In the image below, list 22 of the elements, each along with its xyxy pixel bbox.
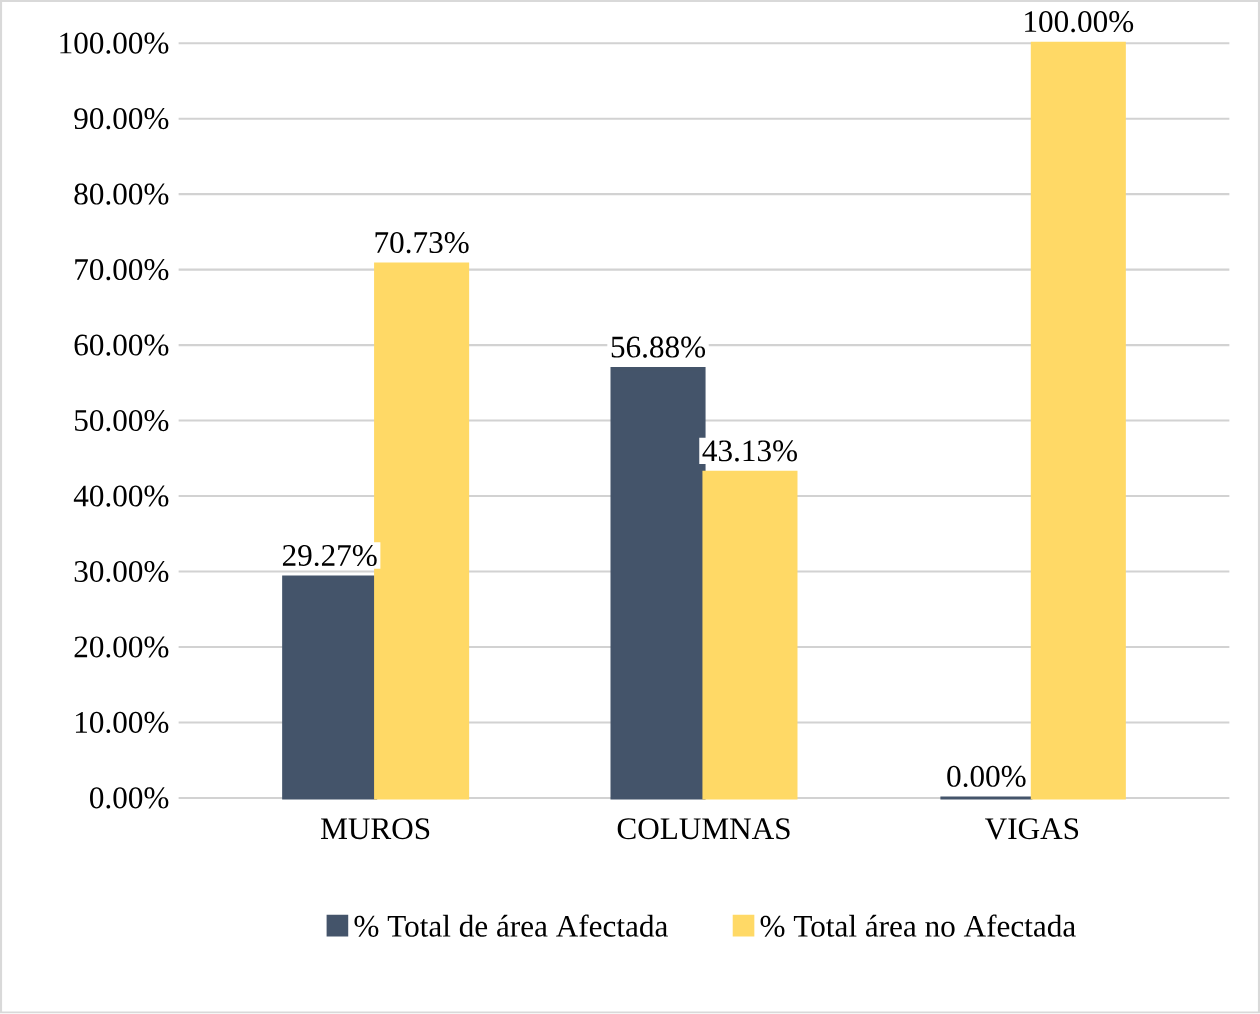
legend-label: % Total de área Afectada bbox=[354, 914, 668, 938]
y-tick-label: 30.00% bbox=[74, 561, 169, 583]
y-tick-label: 40.00% bbox=[73, 485, 169, 507]
y-tick-label: 70.00% bbox=[75, 259, 169, 281]
data-label: 0.00% bbox=[947, 766, 1026, 788]
x-tick-label: VIGAS bbox=[985, 818, 1079, 840]
y-tick-label: 60.00% bbox=[74, 334, 169, 356]
data-label: 29.27% bbox=[282, 545, 377, 567]
y-tick-label: 0.00% bbox=[90, 787, 169, 809]
y-tick-label: 100.00% bbox=[60, 32, 169, 55]
y-tick-label: 20.00% bbox=[74, 636, 169, 658]
data-label: 56.88% bbox=[611, 336, 706, 358]
y-tick-label: 10.00% bbox=[75, 712, 169, 734]
y-tick-label: 90.00% bbox=[74, 108, 169, 130]
x-tick-label: MUROS bbox=[321, 818, 430, 840]
data-label: 43.13% bbox=[702, 440, 797, 462]
data-label: 70.73% bbox=[375, 232, 469, 254]
y-tick-label: 50.00% bbox=[75, 410, 169, 432]
data-label: 100.00% bbox=[1025, 11, 1134, 33]
y-tick-label: 80.00% bbox=[74, 183, 169, 205]
legend-label: % Total área no Afectada bbox=[760, 914, 1076, 938]
x-tick-label: COLUMNAS bbox=[617, 818, 790, 840]
